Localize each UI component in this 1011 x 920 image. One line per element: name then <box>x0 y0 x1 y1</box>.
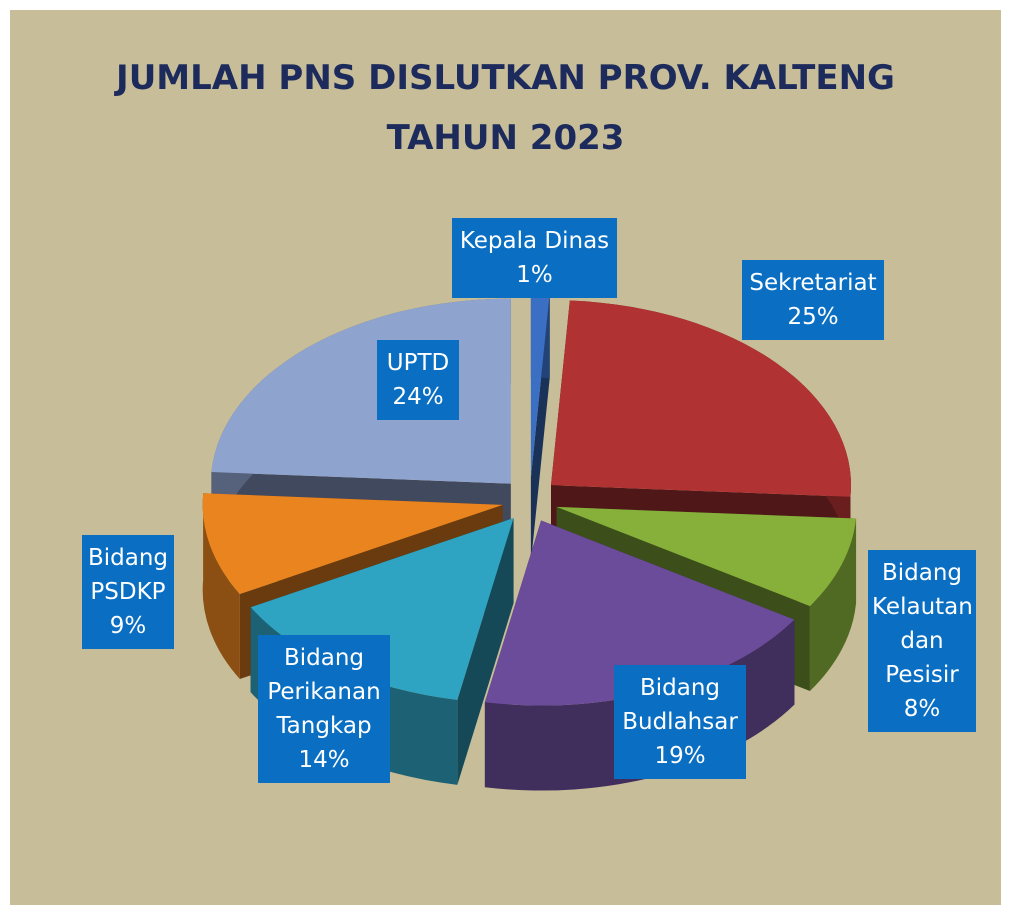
data-label: Bidang Budlahsar 19% <box>614 665 746 779</box>
label-category: Kepala Dinas <box>459 228 610 254</box>
slice-side <box>202 493 240 680</box>
label-category: Bidang Perikanan Tangkap <box>267 645 381 739</box>
data-label: Bidang Perikanan Tangkap 14% <box>258 635 390 783</box>
data-label: Bidang Kelautan dan Pesisir 8% <box>868 550 976 732</box>
label-value: 25% <box>787 304 839 330</box>
label-category: UPTD <box>386 350 450 376</box>
label-value: 24% <box>392 384 444 410</box>
slice <box>202 493 503 595</box>
chart-subtitle: TAHUN 2023 <box>386 118 625 158</box>
data-label: Sekretariat 25% <box>742 260 884 340</box>
data-label: Bidang PSDKP 9% <box>82 535 174 649</box>
label-value: 9% <box>109 613 147 639</box>
chart-title: JUMLAH PNS DISLUTKAN PROV. KALTENG <box>116 58 895 98</box>
slice <box>556 506 857 607</box>
label-value: 1% <box>516 262 553 288</box>
slice <box>484 520 795 706</box>
label-category: Bidang PSDKP <box>87 545 169 605</box>
slice-side <box>809 518 857 692</box>
data-label: UPTD 24% <box>377 340 459 420</box>
label-value: 8% <box>903 696 941 722</box>
label-category: Bidang Budlahsar <box>622 675 738 735</box>
label-value: 19% <box>654 743 706 769</box>
label-category: Sekretariat <box>749 270 877 296</box>
data-label: Kepala Dinas 1% <box>452 218 617 298</box>
slice <box>211 298 511 484</box>
slice <box>530 292 550 478</box>
slice <box>551 300 852 497</box>
label-value: 14% <box>298 747 350 773</box>
label-category: Bidang Kelautan dan Pesisir <box>872 560 973 688</box>
